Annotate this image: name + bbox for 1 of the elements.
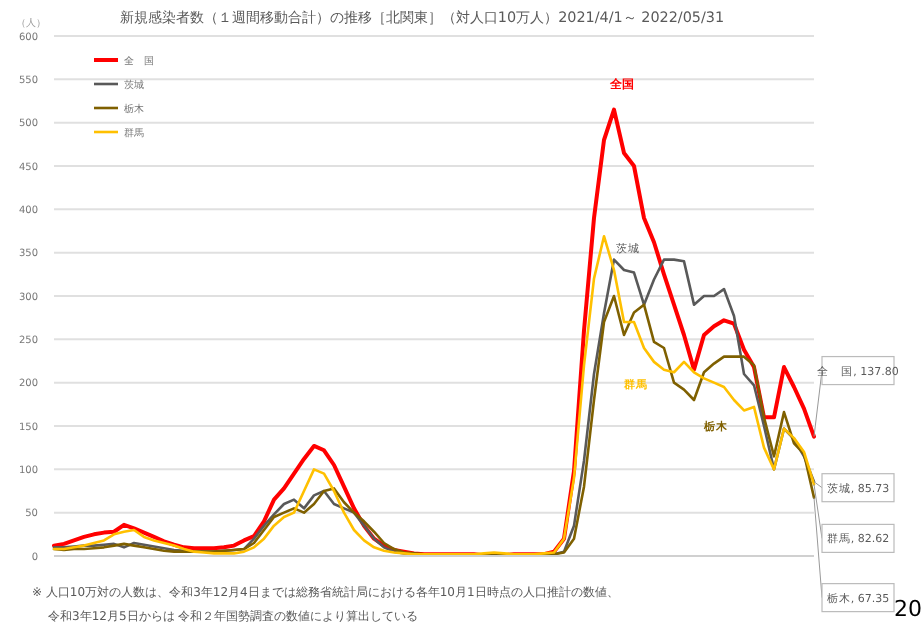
- text: 20: [894, 596, 922, 622]
